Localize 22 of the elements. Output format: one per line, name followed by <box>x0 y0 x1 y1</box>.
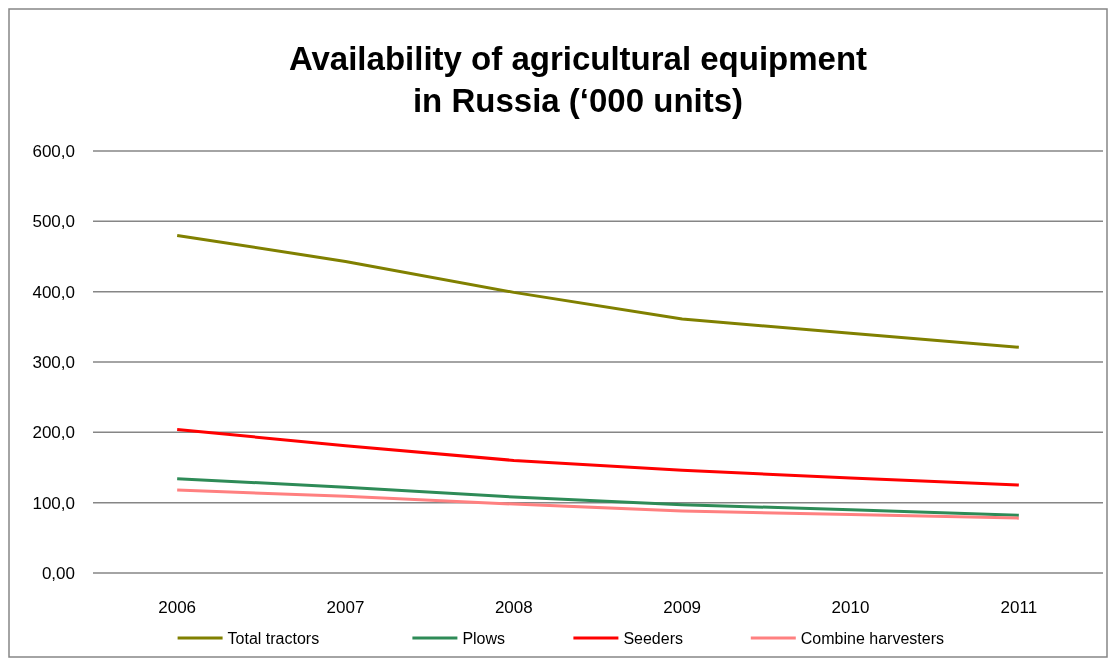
y-tick-label: 100,0 <box>32 493 75 513</box>
line-series <box>175 428 1021 487</box>
y-tick-label: 400,0 <box>32 282 75 302</box>
y-tick-label: 300,0 <box>32 352 75 372</box>
x-tick-label: 2010 <box>831 598 870 617</box>
line-series <box>175 488 1021 520</box>
x-tick-label: 2007 <box>326 598 365 617</box>
y-tick-label: 200,0 <box>32 423 75 443</box>
x-tick-label: 2011 <box>1000 598 1038 617</box>
line-series <box>175 233 1021 349</box>
legend-label: Total tractors <box>227 629 320 647</box>
legend-label: Plows <box>462 629 506 647</box>
legend-label: Combine harvesters <box>800 629 944 647</box>
y-tick-label: 0,00 <box>41 563 75 583</box>
x-tick-label: 2009 <box>663 598 702 617</box>
line-series <box>175 477 1021 517</box>
y-tick-label: 600,0 <box>32 141 75 161</box>
y-tick-label: 500,0 <box>32 212 75 232</box>
x-tick-label: 2008 <box>494 598 533 617</box>
legend-label: Seeders <box>623 629 683 647</box>
chart-title: Availability of agricultural equipment in Russia (‘000 units) <box>288 40 868 119</box>
x-tick-label: 2006 <box>158 598 197 617</box>
